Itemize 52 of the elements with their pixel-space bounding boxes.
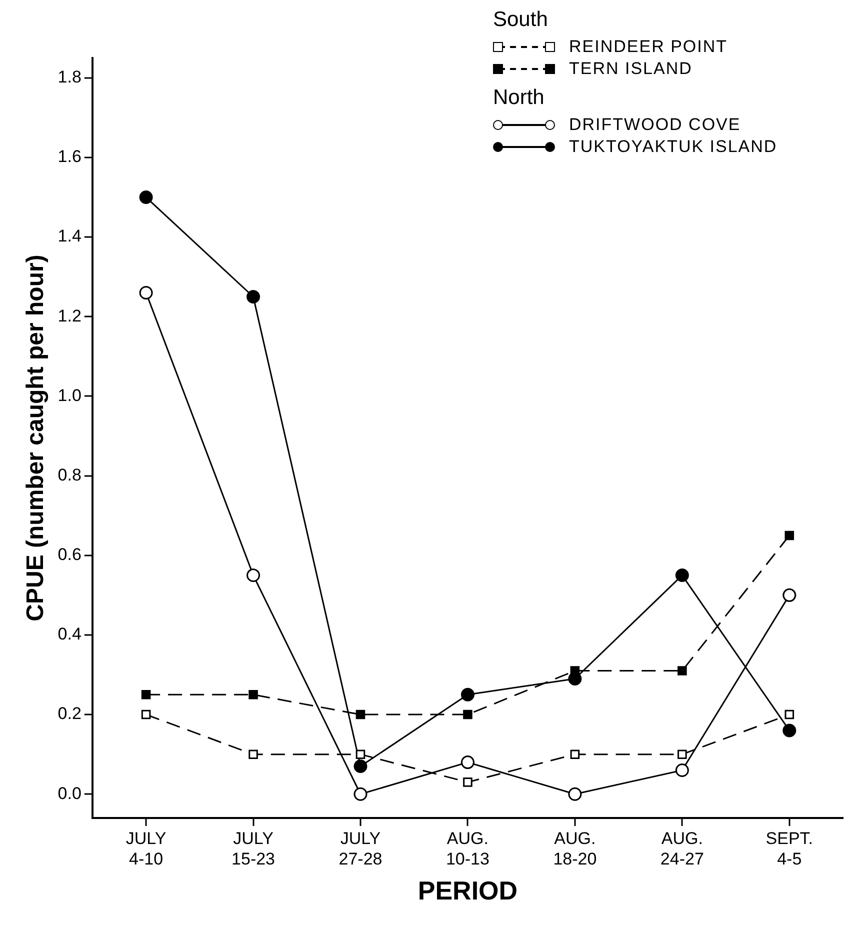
legend-label: REINDEER POINT (569, 37, 728, 57)
y-tick-label: 0.8 (58, 465, 82, 484)
x-tick-label: AUG. 18-20 (553, 828, 597, 868)
text: South (493, 8, 549, 32)
x-tick-label: AUG. 24-27 (660, 828, 704, 868)
point (356, 750, 366, 759)
point (139, 286, 153, 300)
point (246, 290, 260, 304)
annotation: North (493, 86, 546, 110)
y-tick-label: 0.2 (58, 704, 82, 724)
point (354, 787, 368, 801)
y-tick-label: 1.8 (58, 68, 82, 87)
legend-label: DRIFTWOOD COVE (569, 115, 741, 135)
point (354, 760, 368, 774)
point (675, 568, 689, 582)
point (460, 756, 474, 770)
point (570, 666, 580, 676)
point (141, 710, 151, 720)
point (568, 787, 582, 801)
y-axis-title: CPUE (number caught per hour) (22, 254, 50, 622)
point (678, 750, 687, 759)
y-tick-label: 1.6 (58, 147, 82, 166)
point (246, 568, 260, 582)
point (141, 690, 151, 700)
x-tick-label: JULY 4-10 (126, 828, 166, 868)
x-tick-label: AUG. 10-13 (446, 828, 490, 868)
point (460, 688, 474, 702)
x-tick-label: JULY 15-23 (232, 828, 276, 868)
x-axis-title: PERIOD (418, 876, 518, 906)
legend-label: TERN ISLAND (569, 59, 692, 79)
x-tick-label: JULY 27-28 (338, 828, 382, 868)
point (782, 724, 796, 738)
y-tick-label: 0.4 (58, 624, 82, 644)
point (356, 710, 366, 720)
point (463, 710, 472, 720)
point (784, 710, 794, 720)
x-tick-label: SEPT. 4-5 (766, 828, 814, 868)
y-tick-label: 1.4 (58, 226, 82, 246)
point (782, 588, 796, 602)
point (675, 764, 689, 777)
y-tick-label: 1.2 (58, 306, 82, 326)
point (570, 750, 580, 759)
point (248, 750, 258, 759)
y-tick-label: 0.0 (58, 784, 82, 803)
point (784, 530, 794, 540)
y-tick-label: 0.6 (58, 545, 82, 564)
point (463, 778, 472, 787)
legend-label: TUKTOYAKTUK ISLAND (569, 137, 778, 157)
point (248, 690, 258, 700)
point (678, 666, 687, 676)
point (139, 190, 153, 204)
y-tick-label: 1.0 (58, 386, 82, 405)
